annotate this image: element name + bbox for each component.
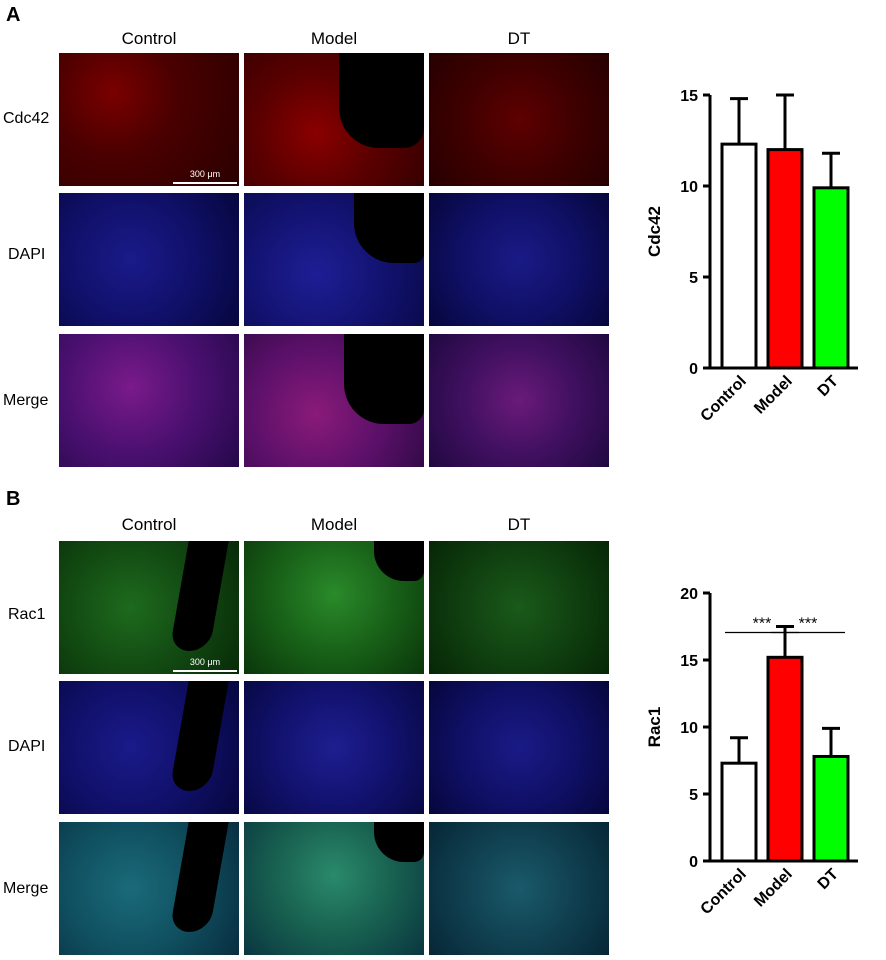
row-label-dapi: DAPI: [8, 246, 46, 263]
column-header-control: Control: [121, 29, 177, 48]
micrograph-a-dapi-dt: [429, 193, 609, 326]
y-tick-label: 20: [680, 586, 698, 603]
row-label-rac1: Rac1: [8, 606, 46, 623]
x-tick-label: Control: [698, 373, 750, 425]
bar-model: [766, 655, 804, 863]
x-tick-label: Model: [751, 866, 796, 911]
x-tick-label: DT: [815, 866, 842, 893]
micrograph-a-dapi-model: [244, 193, 424, 326]
scale-bar-label-a: 300 μm: [189, 169, 221, 179]
y-axis-label: Cdc42: [645, 206, 664, 257]
micrograph-a-cdc42-control: 300 μm: [59, 53, 239, 186]
bar-chart-rac1: 0 5 10 15 20 Rac1 Control Model DT *** ***: [645, 586, 858, 918]
micrograph-b-dapi-dt: [429, 681, 609, 814]
micrograph-b-dapi-control: [59, 681, 239, 814]
micrograph-b-merge-dt: [429, 822, 609, 955]
y-tick-label: 5: [689, 270, 698, 287]
micrograph-b-rac1-dt: [429, 541, 609, 674]
y-tick-label: 0: [689, 361, 698, 378]
x-tick-label: DT: [815, 373, 842, 400]
bar-control: [720, 142, 758, 370]
scale-bar-a: 300 μm: [173, 169, 237, 187]
column-header-model: Model: [310, 515, 358, 534]
row-label-dapi: DAPI: [8, 738, 46, 755]
micrograph-b-merge-control: [59, 822, 239, 955]
bar-chart-cdc42: 0 5 10 15 Cdc42 Control Model DT: [645, 88, 858, 425]
x-tick-label: Model: [751, 373, 796, 418]
x-tick-label: Control: [698, 866, 750, 918]
bar-dt: [812, 754, 850, 863]
bar-control: [720, 761, 758, 863]
scale-bar-b: 300 μm: [173, 657, 237, 675]
panel-letter-b: B: [6, 488, 21, 510]
column-header-model: Model: [310, 29, 358, 48]
scale-bar-label-b: 300 μm: [189, 657, 221, 667]
y-tick-label: 15: [680, 88, 698, 105]
panel-letter-a: A: [6, 4, 21, 26]
y-tick-label: 10: [680, 179, 698, 196]
row-label-cdc42: Cdc42: [3, 110, 50, 127]
micrograph-b-rac1-control: 300 μm: [59, 541, 239, 674]
micrograph-a-cdc42-model: [244, 53, 424, 186]
significance-label: ***: [753, 616, 772, 633]
micrograph-a-dapi-control: [59, 193, 239, 326]
micrograph-a-merge-dt: [429, 334, 609, 467]
y-axis-label: Rac1: [645, 707, 664, 748]
micrograph-b-rac1-model: [244, 541, 424, 674]
row-label-merge: Merge: [3, 392, 49, 409]
column-header-dt: DT: [507, 515, 531, 534]
micrograph-a-merge-model: [244, 334, 424, 467]
y-tick-label: 15: [680, 653, 698, 670]
micrograph-a-cdc42-dt: [429, 53, 609, 186]
row-label-merge: Merge: [3, 880, 49, 897]
column-header-control: Control: [121, 515, 177, 534]
micrograph-b-merge-model: [244, 822, 424, 955]
y-tick-label: 10: [680, 720, 698, 737]
bar-model: [766, 148, 804, 370]
significance-label: ***: [799, 616, 818, 633]
micrograph-b-dapi-model: [244, 681, 424, 814]
bar-dt: [812, 186, 850, 370]
micrograph-a-merge-control: [59, 334, 239, 467]
column-header-dt: DT: [507, 29, 531, 48]
y-tick-label: 5: [689, 787, 698, 804]
y-tick-label: 0: [689, 854, 698, 871]
